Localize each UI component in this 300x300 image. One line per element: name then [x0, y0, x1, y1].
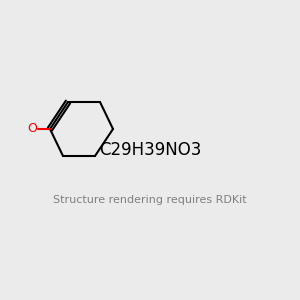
Text: O: O — [27, 122, 37, 136]
Text: Structure rendering requires RDKit: Structure rendering requires RDKit — [53, 195, 247, 205]
Text: C29H39NO3: C29H39NO3 — [99, 141, 201, 159]
